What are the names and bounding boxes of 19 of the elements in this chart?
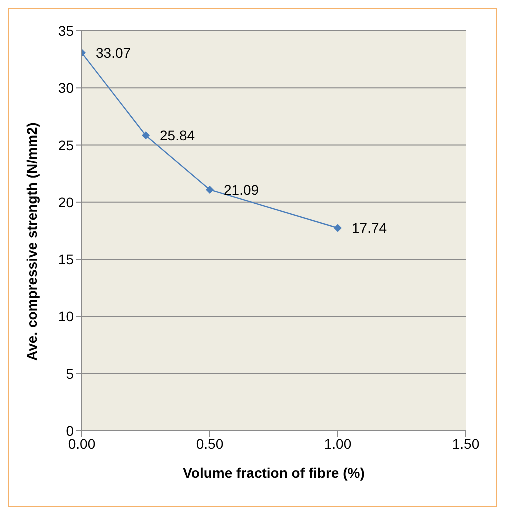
y-tick-label: 20 <box>58 194 74 210</box>
y-tick-label: 35 <box>58 22 74 39</box>
x-tick-label: 1.50 <box>452 436 480 452</box>
point <box>206 186 214 194</box>
y-axis-title: Ave. compressive strength (N/mm2) <box>24 122 40 361</box>
data-label: 21.09 <box>224 182 260 198</box>
x-tick-label: 0.50 <box>196 436 224 452</box>
point <box>334 224 342 232</box>
y-tick-label: 30 <box>58 80 74 96</box>
data-label: 17.74 <box>352 220 388 236</box>
data-label: 25.84 <box>160 128 196 144</box>
y-tick-label: 5 <box>66 366 74 382</box>
y-tick-label: 25 <box>58 137 74 154</box>
x-axis-title: Volume fraction of fibre (%) <box>183 465 365 481</box>
y-tick-label: 15 <box>58 252 74 268</box>
point <box>142 132 150 140</box>
y-tick-label: 10 <box>58 308 74 325</box>
x-tick-label: 1.00 <box>324 436 352 452</box>
data-label: 33.07 <box>96 45 132 62</box>
